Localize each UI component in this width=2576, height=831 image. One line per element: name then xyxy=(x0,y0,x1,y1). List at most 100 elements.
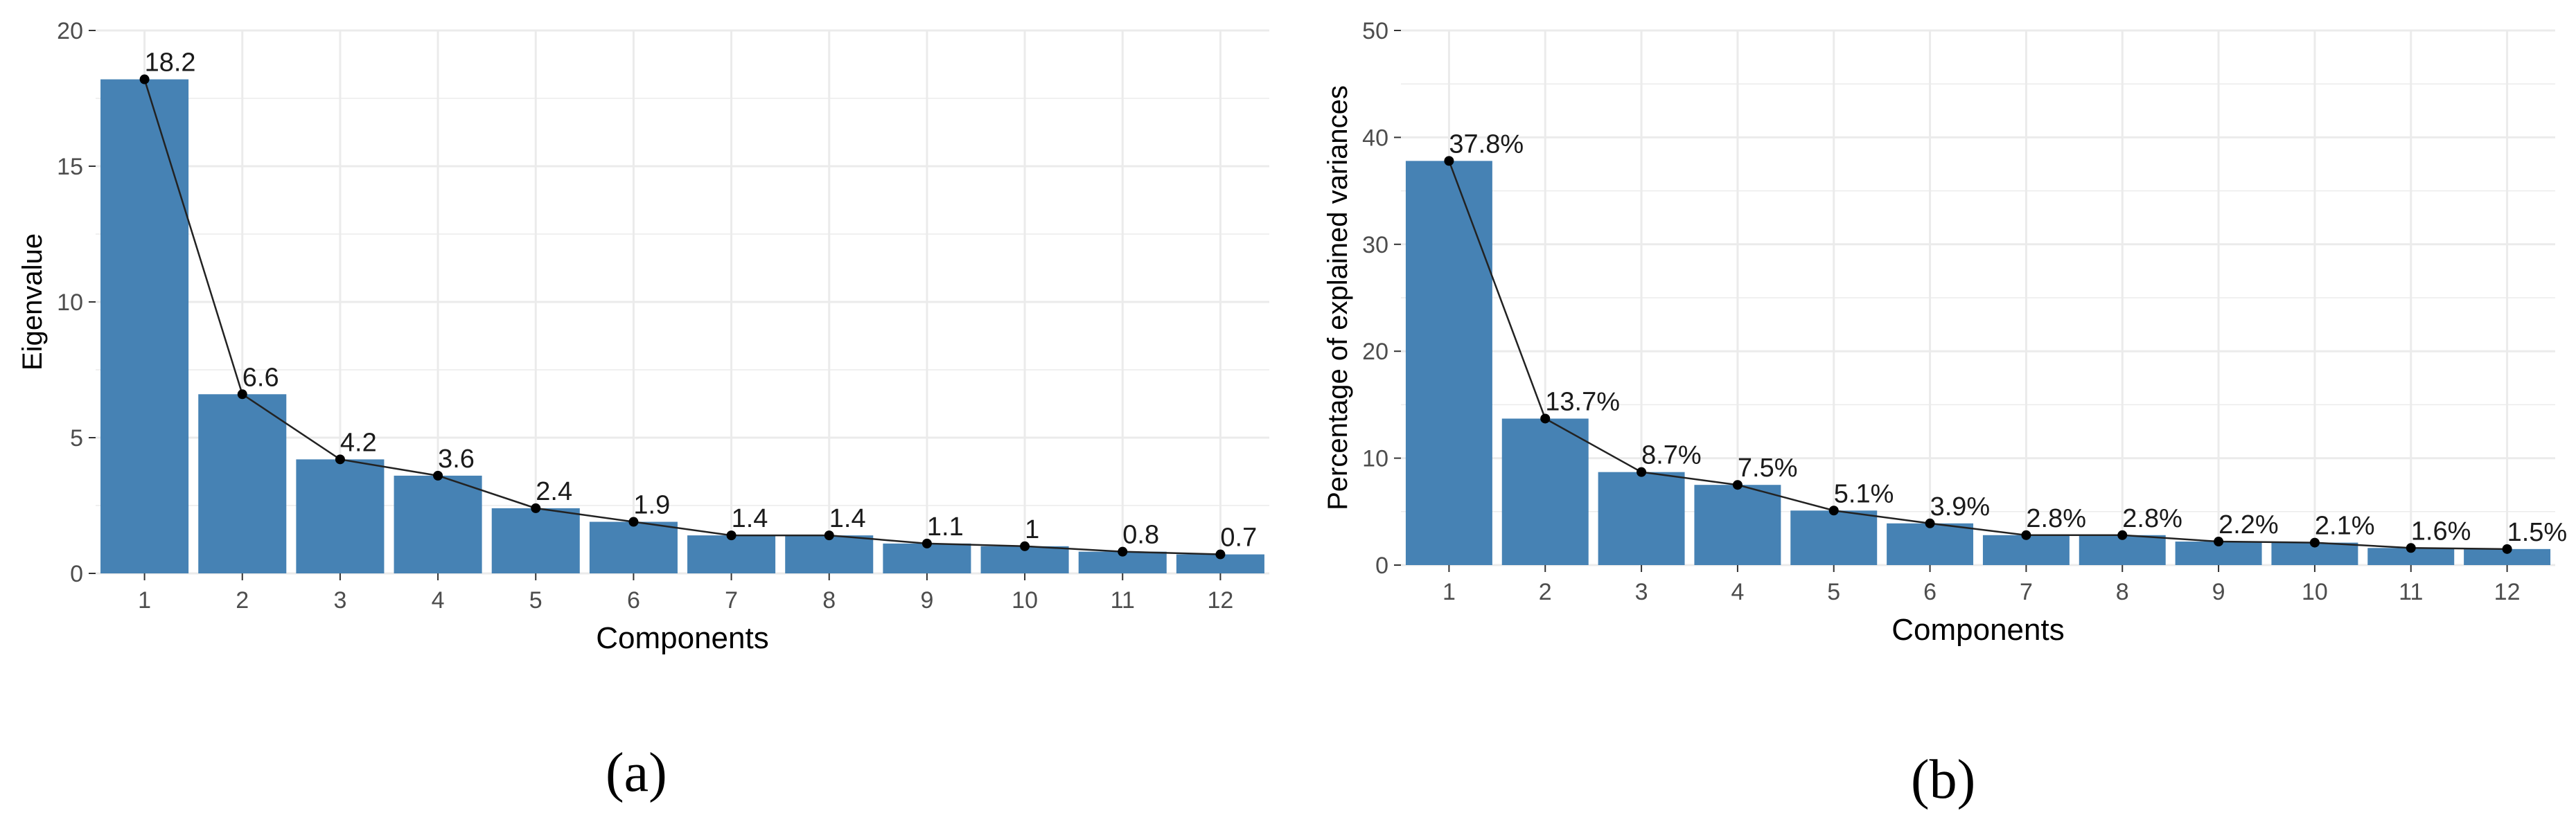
data-label: 4.2 xyxy=(340,428,377,457)
y-axis-title: Eigenvalue xyxy=(17,233,48,370)
x-tick-label: 8 xyxy=(2116,579,2129,605)
bar xyxy=(100,79,189,573)
x-tick-label: 7 xyxy=(725,587,738,614)
x-tick-label: 6 xyxy=(1923,579,1937,605)
data-point xyxy=(1925,518,1935,528)
data-label: 2.4 xyxy=(536,477,572,506)
bar xyxy=(296,459,385,573)
x-tick-label: 3 xyxy=(1635,579,1648,605)
data-point xyxy=(335,454,345,465)
x-tick-label: 7 xyxy=(2020,579,2033,605)
data-point xyxy=(1637,467,1647,477)
data-label: 1.1 xyxy=(927,512,964,542)
bar xyxy=(1982,535,2070,565)
bar xyxy=(687,535,776,573)
data-label: 18.2 xyxy=(145,48,196,78)
bar xyxy=(883,543,971,573)
data-label: 3.9% xyxy=(1930,492,1991,521)
x-tick-label: 4 xyxy=(432,587,445,614)
x-tick-label: 2 xyxy=(236,587,249,614)
x-tick-label: 11 xyxy=(1111,587,1135,614)
data-point xyxy=(824,530,834,541)
data-label: 2.8% xyxy=(2026,504,2086,533)
bar xyxy=(394,475,482,573)
trend-line xyxy=(143,79,1221,555)
y-tick-label: 5 xyxy=(70,425,83,452)
data-label: 1.9 xyxy=(633,491,670,520)
data-label: 0.8 xyxy=(1122,521,1159,550)
data-label: 1 xyxy=(1025,515,1039,544)
x-tick-label: 1 xyxy=(138,587,151,614)
data-point xyxy=(2309,537,2320,548)
bar xyxy=(198,394,287,573)
data-point xyxy=(628,517,639,527)
x-axis-title: Components xyxy=(596,621,768,655)
x-tick-label: 2 xyxy=(1539,579,1552,605)
y-tick-label: 10 xyxy=(57,289,83,316)
y-tick-label: 30 xyxy=(1362,232,1388,258)
data-label: 1.4 xyxy=(732,504,768,533)
data-point xyxy=(2214,537,2224,547)
data-point xyxy=(237,389,247,400)
x-axis-title: Components xyxy=(1891,613,2064,647)
data-point xyxy=(921,538,932,548)
bar xyxy=(1501,418,1589,565)
y-tick-label: 20 xyxy=(1362,339,1388,365)
data-label: 1.4 xyxy=(829,504,866,533)
data-label: 1.5% xyxy=(2507,518,2568,547)
bar xyxy=(1598,472,1685,565)
data-point xyxy=(1444,156,1454,166)
y-tick-label: 0 xyxy=(1375,553,1388,579)
x-tick-label: 4 xyxy=(1731,579,1744,605)
x-tick-label: 5 xyxy=(529,587,542,614)
data-point xyxy=(2117,530,2128,540)
x-tick-label: 10 xyxy=(2302,579,2328,605)
y-tick-label: 0 xyxy=(70,561,83,587)
bar xyxy=(589,521,678,573)
data-label: 0.7 xyxy=(1220,524,1257,553)
bar xyxy=(1887,523,1974,565)
x-tick-label: 6 xyxy=(627,587,640,614)
data-label: 7.5% xyxy=(1738,454,1798,483)
data-point xyxy=(1020,541,1030,551)
data-label: 37.8% xyxy=(1449,129,1524,159)
x-tick-label: 9 xyxy=(920,587,933,614)
bar xyxy=(2464,548,2551,565)
bar xyxy=(1405,161,1492,566)
bar xyxy=(2079,535,2166,565)
x-tick-label: 12 xyxy=(1208,587,1234,614)
y-tick-label: 50 xyxy=(1362,18,1388,44)
data-point xyxy=(531,503,541,513)
data-point xyxy=(1828,506,1839,516)
bar xyxy=(1790,510,1878,565)
data-label: 2.8% xyxy=(2122,504,2182,533)
bar xyxy=(1694,485,1781,565)
y-tick-label: 10 xyxy=(1362,446,1388,472)
data-label: 5.1% xyxy=(1834,479,1894,508)
data-point xyxy=(1732,480,1743,490)
x-tick-label: 3 xyxy=(333,587,346,614)
data-label: 13.7% xyxy=(1545,387,1620,416)
y-tick-label: 15 xyxy=(57,154,83,180)
x-tick-label: 5 xyxy=(1827,579,1840,605)
y-tick-label: 40 xyxy=(1362,125,1388,151)
data-label: 2.1% xyxy=(2315,512,2375,541)
x-tick-label: 11 xyxy=(2399,579,2423,605)
data-label: 8.7% xyxy=(1641,441,1702,470)
trend-line xyxy=(1448,160,2507,551)
data-label: 1.6% xyxy=(2411,517,2471,546)
data-label: 2.2% xyxy=(2218,510,2279,539)
data-point xyxy=(2406,543,2416,553)
x-tick-label: 12 xyxy=(2494,579,2521,605)
caption-b: (b) xyxy=(1911,749,1976,810)
x-tick-label: 10 xyxy=(1012,587,1038,614)
data-point xyxy=(726,530,736,541)
y-axis-title: Percentage of explained variances xyxy=(1323,85,1353,510)
x-tick-label: 9 xyxy=(2212,579,2225,605)
data-point xyxy=(2021,530,2031,540)
x-tick-label: 1 xyxy=(1443,579,1456,605)
data-point xyxy=(139,74,150,84)
